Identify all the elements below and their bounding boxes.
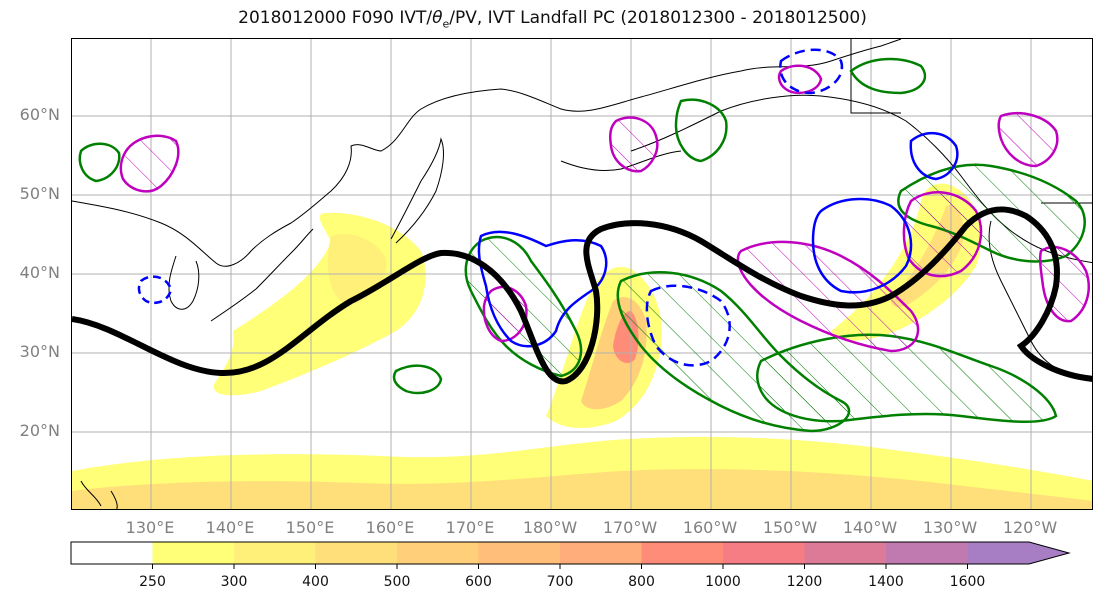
magenta-contour-aleutian xyxy=(608,116,659,173)
theta-subscript: e xyxy=(442,17,450,31)
blue-dashed-west xyxy=(137,275,173,305)
coastline-japan xyxy=(210,228,314,322)
magenta-contour-west xyxy=(119,134,180,193)
green-contour-west xyxy=(78,142,121,183)
colorbar-tick-label: 300 xyxy=(220,574,248,590)
lon-label-130w: 130°W xyxy=(922,518,978,537)
colorbar-tick-label: 1600 xyxy=(949,574,986,590)
lon-label-170e: 170°E xyxy=(445,518,495,537)
ivt-tropical-band-mid xyxy=(72,469,1092,509)
lon-label-170w: 170°W xyxy=(602,518,658,537)
colorbar-tick-label: 800 xyxy=(628,574,655,590)
lon-label-140w: 140°W xyxy=(842,518,898,537)
blue-contours xyxy=(137,48,959,367)
magenta-contour-north xyxy=(777,64,823,95)
colorbar-segment-below xyxy=(71,542,153,564)
colorbar-segment-1400 xyxy=(886,542,968,564)
lon-label-180w: 180°W xyxy=(522,518,578,537)
colorbar-tick-label: 1400 xyxy=(868,574,904,590)
lat-label-60: 60°N xyxy=(19,105,60,124)
green-contour-north xyxy=(849,57,927,95)
green-contour-bering xyxy=(674,98,728,163)
blue-contour-east xyxy=(811,197,913,294)
blue-dashed-north xyxy=(779,48,844,95)
colorbar-segment-1200 xyxy=(804,542,886,564)
lon-label-140e: 140°E xyxy=(205,518,255,537)
blue-dashed-central xyxy=(645,284,731,367)
colorbar-segment-700 xyxy=(560,542,642,564)
lon-label-130e: 130°E xyxy=(125,518,175,537)
colorbar-segment-extend xyxy=(967,542,1069,564)
lat-label-30: 30°N xyxy=(19,342,60,361)
map-title: 2018012000 F090 IVT/θe/PV, IVT Landfall … xyxy=(238,8,867,31)
magenta-contour-ne xyxy=(902,191,983,278)
colorbar-tick-label: 1200 xyxy=(786,574,823,590)
lat-label-40: 40°N xyxy=(19,263,60,282)
blue-contour-central xyxy=(477,230,608,348)
colorbar-tick-label: 500 xyxy=(383,574,411,590)
magenta-contours xyxy=(119,64,1090,353)
lon-label-150e: 150°E xyxy=(285,518,335,537)
lat-label-50: 50°N xyxy=(19,184,60,203)
lon-label-120w: 120°W xyxy=(1002,518,1058,537)
colorbar-tick-label: 700 xyxy=(546,574,574,590)
coastline-asia xyxy=(72,39,902,267)
theta-symbol: θ xyxy=(432,8,443,28)
ivt-shading xyxy=(72,183,1092,509)
coastline-kamchatka xyxy=(390,137,444,244)
colorbar-tick-label: 1000 xyxy=(705,574,741,590)
magenta-contour-gulf xyxy=(997,112,1059,168)
coastline-korea xyxy=(168,255,200,310)
colorbar-segment-800 xyxy=(641,542,723,564)
colorbar-outline xyxy=(70,541,1071,565)
lon-label-160e: 160°E xyxy=(365,518,415,537)
colorbar xyxy=(70,541,1071,569)
colorbar-tick-label: 250 xyxy=(139,574,166,590)
map-canvas xyxy=(72,39,1092,509)
jet-contour xyxy=(72,206,1092,385)
colorbar-segment-250 xyxy=(152,542,234,564)
blue-contour-gulf xyxy=(909,132,959,181)
map-panel xyxy=(71,38,1093,510)
green-contour-south xyxy=(392,364,443,395)
lon-label-160w: 160°W xyxy=(682,518,738,537)
colorbar-tick-label: 400 xyxy=(302,574,329,590)
colorbar-segment-1000 xyxy=(723,542,805,564)
magenta-contour-east xyxy=(736,240,920,353)
lat-label-20: 20°N xyxy=(19,421,60,440)
coastline-philippines xyxy=(80,480,118,509)
colorbar-segment-500 xyxy=(397,542,479,564)
colorbar-segment-400 xyxy=(315,542,397,564)
colorbar-segment-300 xyxy=(234,542,316,564)
colorbar-segment-600 xyxy=(478,542,560,564)
graticule xyxy=(72,39,1092,509)
lon-label-150w: 150°W xyxy=(762,518,818,537)
colorbar-tick-label: 600 xyxy=(465,574,492,590)
coastline-aleutians xyxy=(560,150,682,172)
